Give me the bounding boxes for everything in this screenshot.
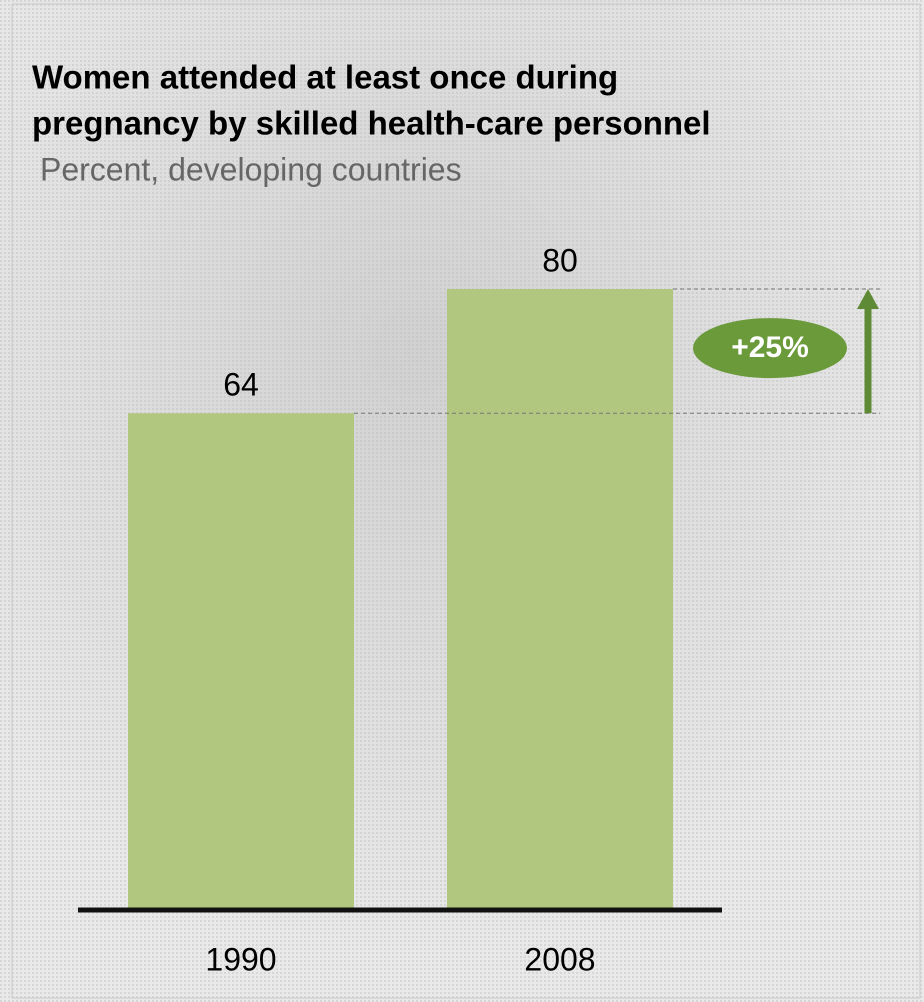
annotation-badge [693,318,847,379]
value-label: 64 [223,367,259,403]
bar [447,289,673,910]
chart-title: Women attended at least once during [32,59,618,96]
value-label: 80 [542,242,578,278]
plot-area: 64 1990 80 2008 +25% [128,242,880,977]
x-tick-label: 2008 [524,941,595,977]
chart-subtitle: Percent, developing countries [40,151,462,187]
x-tick-label: 1990 [205,941,276,977]
annotation: +25% [731,331,809,364]
change-arrow-head [857,289,879,309]
frame [11,3,921,999]
chart-title: pregnancy by skilled health-care personn… [32,105,711,142]
bar [128,413,354,910]
